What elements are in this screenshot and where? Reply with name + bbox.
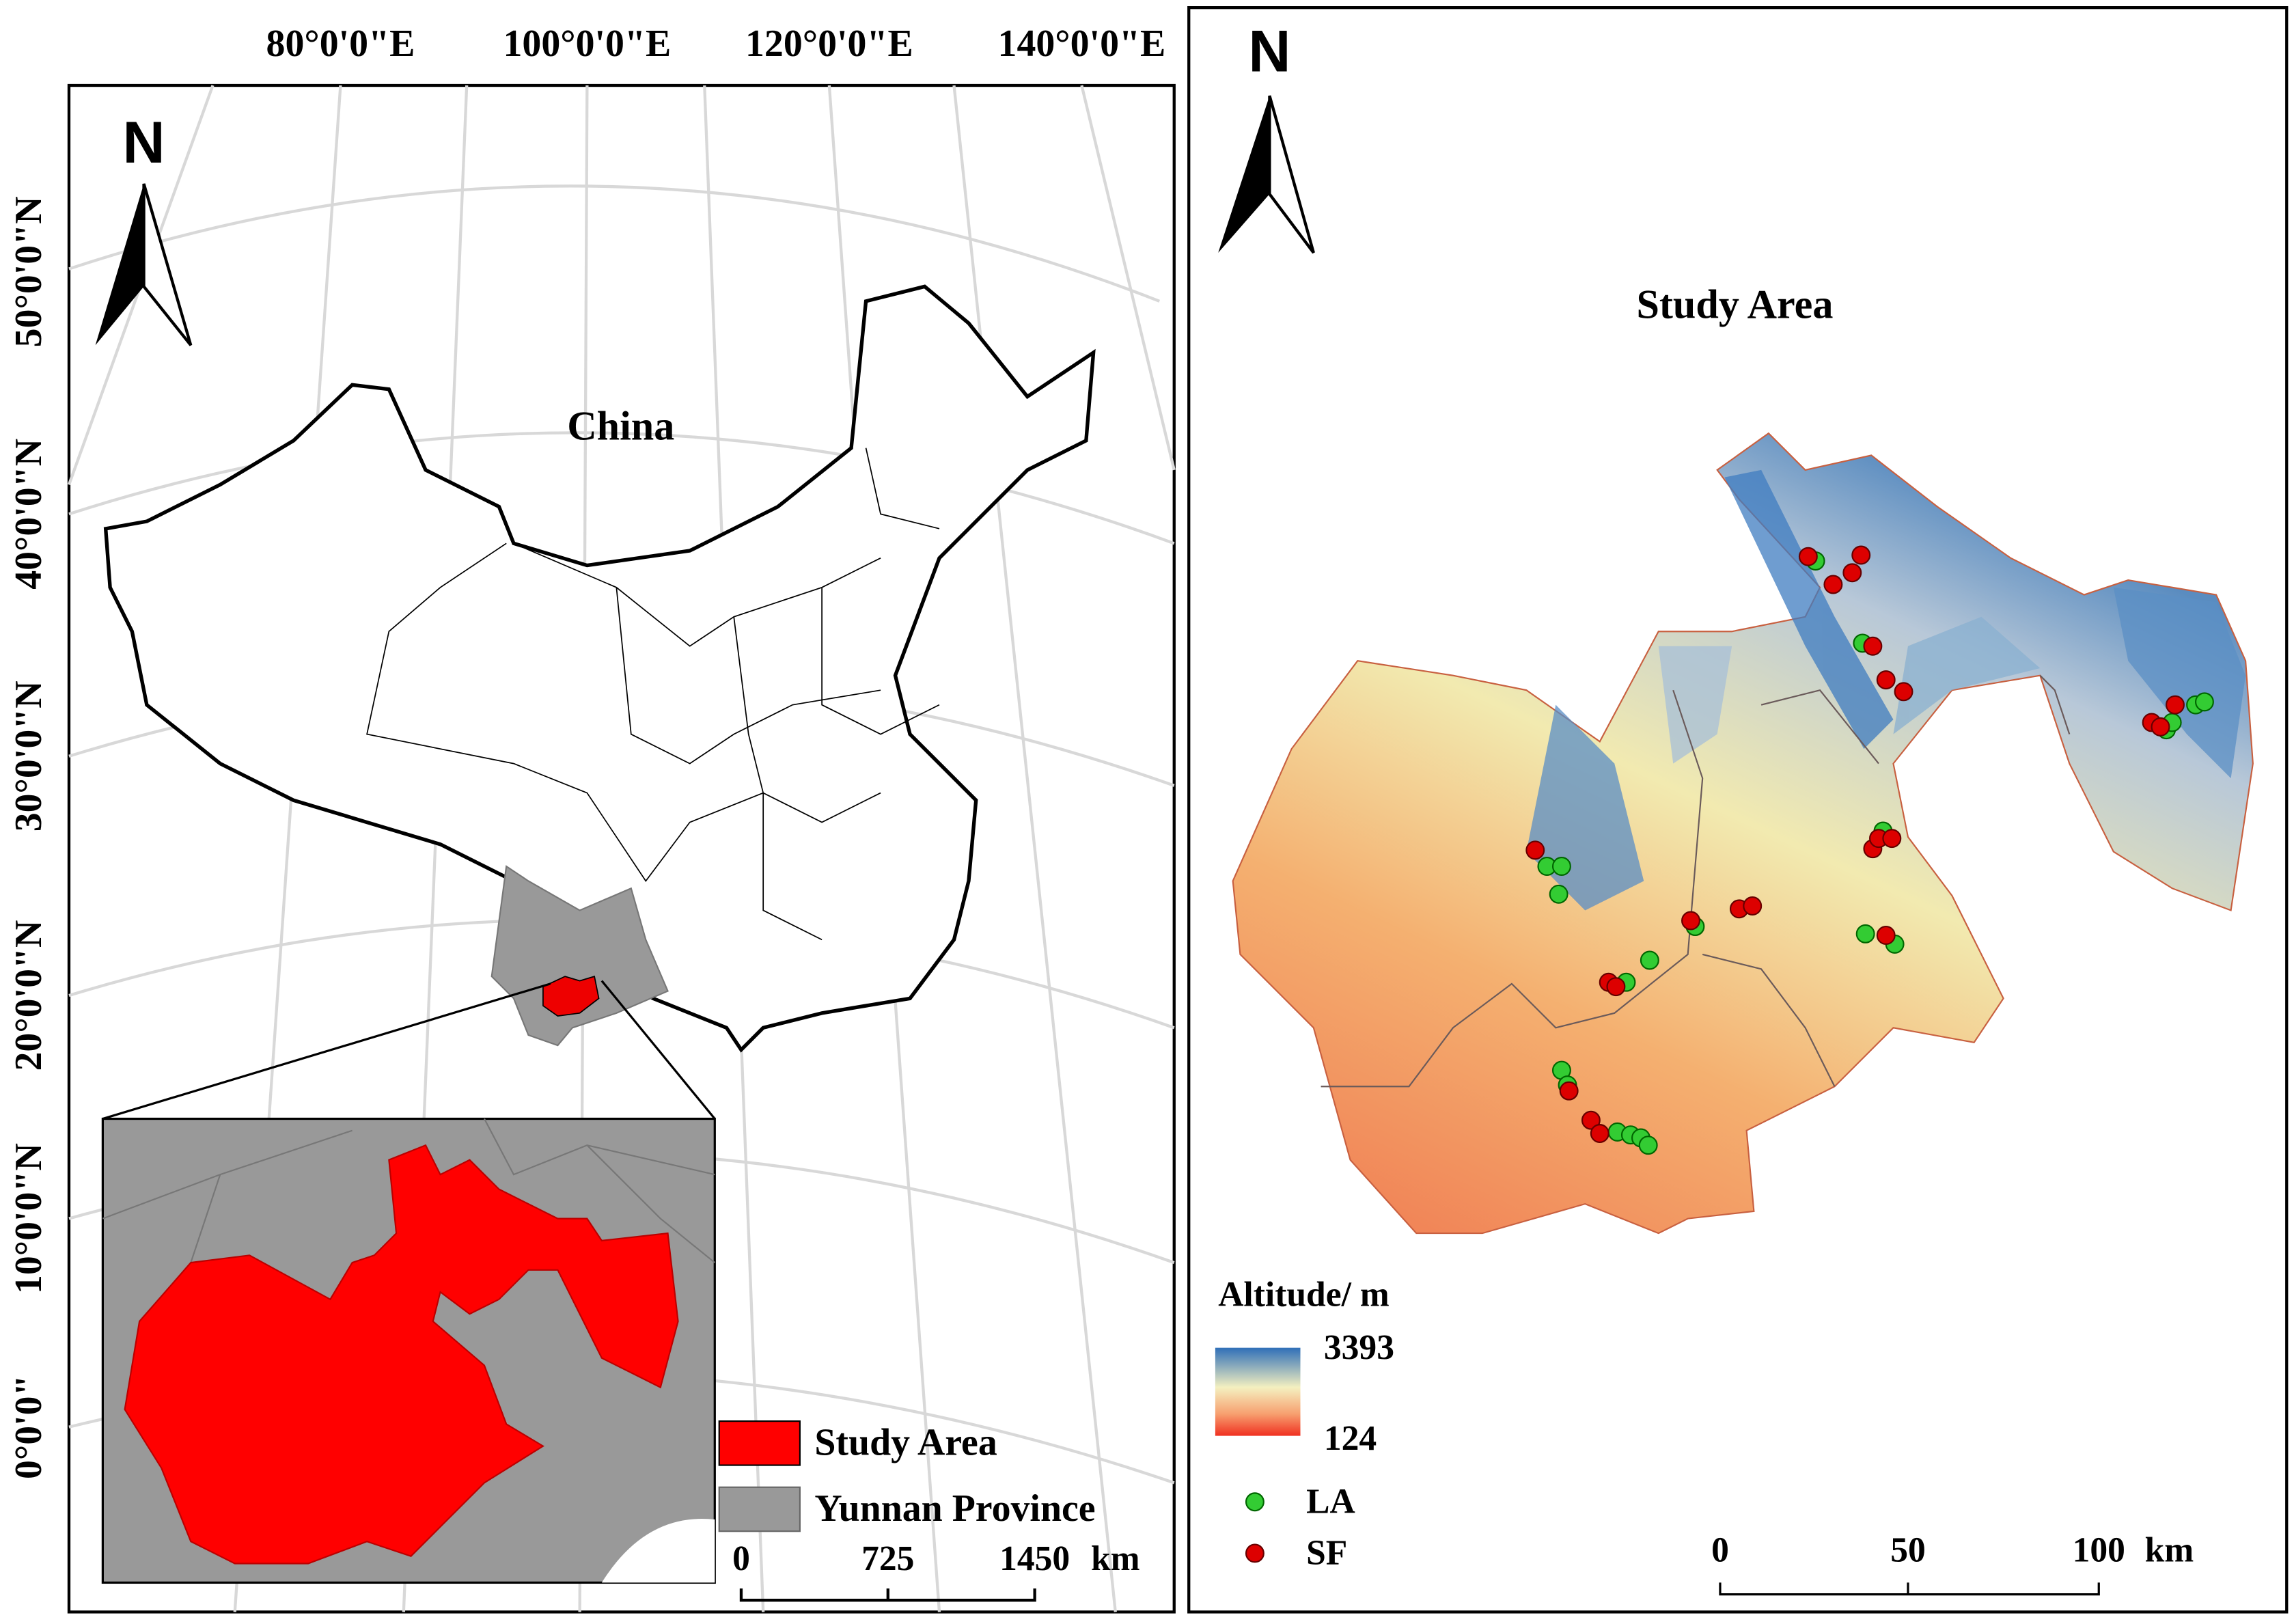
- scale-label: km: [1091, 1539, 1140, 1578]
- sf-point: [1882, 829, 1902, 849]
- sample-points: [1525, 545, 2214, 1155]
- legend-title: Altitude/ m: [1218, 1275, 1390, 1314]
- longitude-label: 80°0'0"E: [266, 23, 415, 65]
- sf-point: [1525, 840, 1545, 860]
- north-label: N: [1248, 19, 1290, 85]
- la-point: [1855, 924, 1875, 944]
- la-point: [1640, 950, 1659, 970]
- scale-label: 0: [732, 1539, 750, 1578]
- ramp-label: 124: [1324, 1419, 1377, 1458]
- axis-labels: 80°0'0"E 100°0'0"E 120°0'0"E 140°0'0"E 50°0'…: [8, 23, 1165, 1479]
- sf-point: [1681, 911, 1700, 931]
- study-area-inset: [124, 1144, 679, 1565]
- sf-point: [1894, 682, 1913, 702]
- sf-point: [1606, 977, 1626, 997]
- legend-dot-la: [1245, 1492, 1265, 1512]
- county-borders: [1321, 674, 2071, 1088]
- sf-point: [1876, 926, 1896, 945]
- arrow-half: [142, 183, 193, 346]
- latitude-label: 40°0'0"N: [8, 439, 50, 590]
- country-label: China: [567, 404, 674, 450]
- zoom-line: [102, 982, 551, 1120]
- arrow-half: [1268, 95, 1315, 254]
- legend-swatch: [718, 1420, 801, 1466]
- inset-borders: [102, 1118, 715, 1263]
- sf-point: [1863, 636, 1883, 656]
- scale-label: 50: [1890, 1530, 1926, 1569]
- legend-label: Yunnan Province: [814, 1487, 1095, 1530]
- zoom-line: [600, 980, 716, 1120]
- sf-point: [1590, 1124, 1609, 1143]
- sf-point: [2151, 717, 2170, 737]
- china-outline: [103, 284, 1096, 1053]
- scale-label: 725: [861, 1539, 914, 1578]
- legend-label: Study Area: [814, 1421, 997, 1463]
- north-label: N: [123, 110, 165, 176]
- longitude-label: 100°0'0"E: [503, 23, 672, 65]
- la-point: [1638, 1136, 1658, 1155]
- latitude-label: 0°0'0": [8, 1375, 50, 1479]
- scale-bar: [739, 1588, 1036, 1602]
- longitude-label: 120°0'0"E: [745, 23, 913, 65]
- study-area-small: [542, 976, 600, 1017]
- sf-point: [1876, 670, 1896, 690]
- scale-label: 1450: [999, 1539, 1070, 1578]
- sf-point: [1851, 545, 1871, 565]
- scale-label: 100: [2073, 1530, 2125, 1569]
- latitude-label: 30°0'0"N: [8, 680, 50, 831]
- sf-point: [1842, 563, 1862, 583]
- legend-swatch: [718, 1486, 801, 1532]
- latitude-label: 10°0'0"N: [8, 1143, 50, 1294]
- sf-point: [1823, 575, 1843, 594]
- inset-outside: [601, 1519, 715, 1583]
- ramp-label: 3393: [1324, 1328, 1394, 1367]
- scale-bar: [1719, 1582, 2100, 1596]
- sf-point: [1743, 896, 1763, 916]
- latitude-label: 50°0'0"N: [8, 196, 50, 347]
- latitude-label: 20°0'0"N: [8, 920, 50, 1071]
- legend-dot-sf: [1245, 1543, 1265, 1563]
- inset: [101, 1117, 716, 1584]
- yunnan: [490, 865, 669, 1047]
- sf-point: [1559, 1081, 1579, 1101]
- scale-label: 0: [1711, 1530, 1729, 1569]
- sf-point: [2166, 695, 2185, 715]
- sf-point: [1798, 547, 1818, 566]
- province-borders: [366, 448, 940, 941]
- altitude-ramp: [1215, 1347, 1301, 1436]
- legend-label: LA: [1306, 1482, 1355, 1521]
- map-title: Study Area: [1636, 281, 1833, 327]
- la-point: [1551, 857, 1571, 876]
- la-point: [1549, 884, 1569, 904]
- la-point: [2194, 692, 2214, 712]
- legend-label: SF: [1306, 1534, 1347, 1573]
- scale-label: km: [2145, 1530, 2194, 1569]
- longitude-label: 140°0'0"E: [998, 23, 1166, 65]
- sf-point: [1581, 1110, 1601, 1130]
